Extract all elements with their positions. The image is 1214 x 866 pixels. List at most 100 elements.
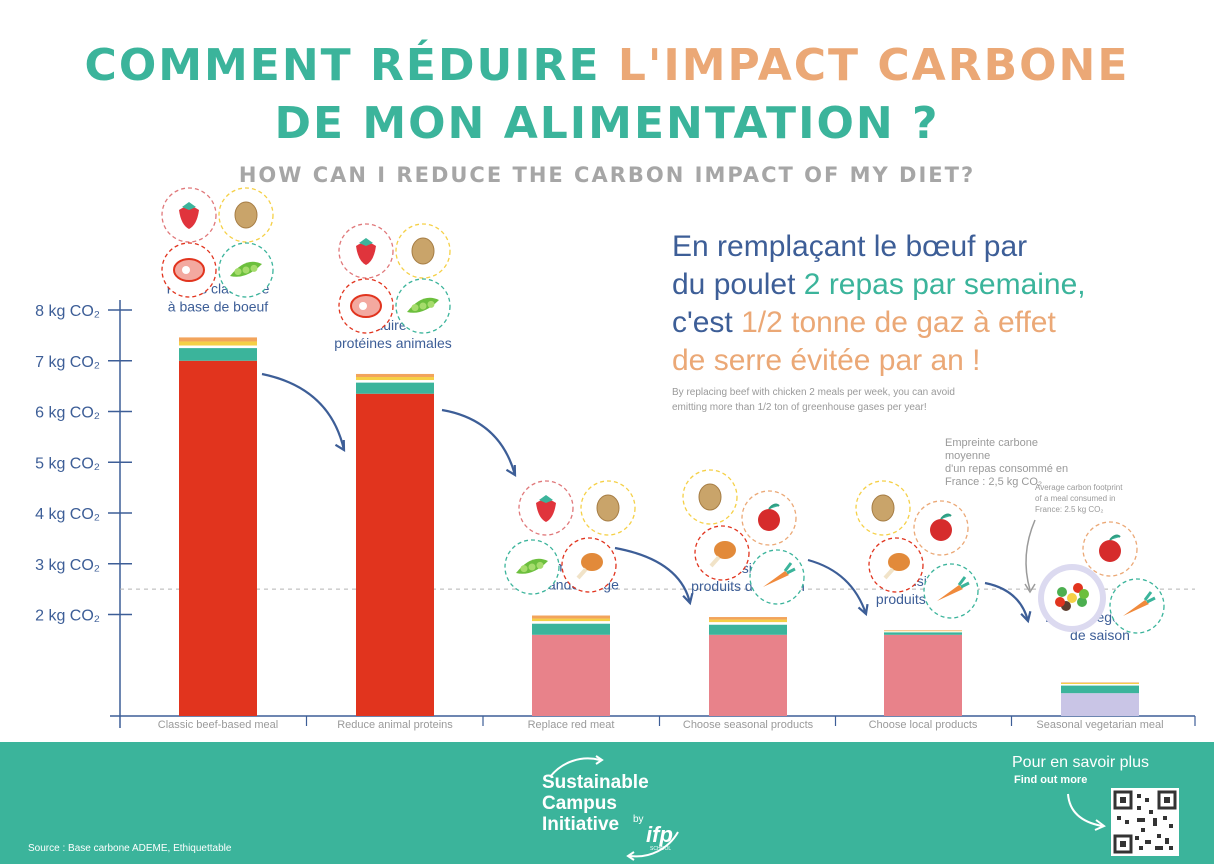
apple-leaf xyxy=(940,513,952,520)
flow-arrow xyxy=(807,558,868,615)
average-note-en-line-3: France: 2.5 kg CO₂ xyxy=(1035,505,1104,514)
salad-ingredient xyxy=(1055,597,1065,607)
bar-segment xyxy=(356,380,434,383)
chicken-leg-icon xyxy=(561,537,617,593)
bar-segment xyxy=(884,634,962,716)
headline-english-line-2: emitting more than 1/2 ton of greenhouse… xyxy=(672,402,927,413)
pea xyxy=(520,565,528,573)
potato-icon xyxy=(855,480,911,536)
logo-by: by xyxy=(633,814,644,825)
bar-label-fr: à base de boeuf xyxy=(168,298,269,314)
pea xyxy=(419,302,427,310)
average-note-fr-line-3: France : 2,5 kg CO₂ xyxy=(945,476,1043,488)
carrot-body xyxy=(1123,600,1149,616)
headline-english: By replacing beef with chicken 2 meals p… xyxy=(672,385,1012,415)
x-tick-label: Classic beef-based meal xyxy=(158,719,278,731)
strawberry-leaves xyxy=(182,202,196,210)
bar-label-fr: protéines animales xyxy=(334,335,452,351)
salad-ingredient xyxy=(1077,597,1087,607)
subtitle: HOW CAN I REDUCE THE CARBON IMPACT OF MY… xyxy=(238,163,976,187)
salad-ingredient xyxy=(1079,589,1089,599)
pea xyxy=(234,268,242,276)
strawberry-leaves xyxy=(539,495,553,503)
chicken-meat xyxy=(581,553,603,571)
carrot-leaves xyxy=(1143,591,1156,604)
bar-segment xyxy=(709,624,787,635)
potato-body xyxy=(234,201,258,229)
apple-leaf xyxy=(768,503,780,510)
peas-icon xyxy=(504,539,560,595)
apple-body xyxy=(758,509,780,531)
headline-part-5: 1/2 tonne de gaz à effet xyxy=(741,306,1056,339)
average-note-pointer-head xyxy=(1024,583,1036,594)
strawberry-body xyxy=(179,206,199,229)
chicken-meat xyxy=(888,553,910,571)
flow-arrow xyxy=(984,581,1030,622)
bar-segment xyxy=(179,341,257,346)
flow-arrowhead xyxy=(505,464,517,477)
y-tick-label: 6 kg CO₂ xyxy=(35,405,100,422)
bar-segment xyxy=(1061,693,1139,716)
flow-arrowhead xyxy=(857,603,869,617)
flow-arrowhead xyxy=(682,593,694,606)
stacked-bar-chart: 2 kg CO₂ 3 kg CO₂ 4 kg CO₂ 5 kg CO₂ 6 kg CO₂… xyxy=(35,187,1196,731)
carrot-body xyxy=(937,585,963,601)
average-note-fr-line-1: Empreinte carbone moyenne xyxy=(945,437,1038,462)
bar-segment xyxy=(709,619,787,623)
steak-bone xyxy=(182,266,190,274)
potato-body xyxy=(596,494,620,522)
chicken-bone xyxy=(883,567,895,580)
sustainable-campus-logo[interactable]: Sustainable Campus Initiative by ifp SCH… xyxy=(520,752,700,862)
learn-more-en: Find out more xyxy=(1014,774,1088,786)
bar-segment xyxy=(179,337,257,342)
logo-line-1: Sustainable xyxy=(542,772,649,793)
average-note-pointer xyxy=(1025,519,1036,591)
y-tick-label: 4 kg CO₂ xyxy=(35,506,100,523)
source-note: Source : Base carbone ADEME, Ethiquettab… xyxy=(28,843,232,854)
bar-segment xyxy=(179,348,257,361)
carrot-icon xyxy=(1109,578,1165,634)
carrot-icon xyxy=(923,563,979,619)
title-part-1: COMMENT RÉDUIRE xyxy=(84,40,601,91)
pea xyxy=(250,264,258,272)
headline-english-line-1: By replacing beef with chicken 2 meals p… xyxy=(672,387,955,398)
peas-icon xyxy=(218,242,274,298)
pea xyxy=(242,266,250,274)
y-tick-label: 3 kg CO₂ xyxy=(35,557,100,574)
bar-segment xyxy=(1061,683,1139,685)
potato-body xyxy=(411,237,435,265)
strawberry-icon xyxy=(338,223,394,279)
bar-segment xyxy=(356,393,434,716)
x-tick-label: Replace red meat xyxy=(528,719,615,731)
carrot-body xyxy=(763,571,789,587)
learn-more-fr: Pour en savoir plus xyxy=(1012,754,1149,771)
logo-school: SCHOOL xyxy=(650,846,672,852)
apple-icon xyxy=(1082,521,1138,577)
logo-text: Sustainable Campus Initiative xyxy=(542,772,649,835)
pea xyxy=(427,300,435,308)
bar-segment xyxy=(709,634,787,716)
x-tick-label: Choose local products xyxy=(869,719,978,731)
steak-icon xyxy=(338,278,394,334)
headline-part-3: 2 repas par semaine, xyxy=(803,268,1086,301)
potato-icon xyxy=(218,187,274,243)
bar-segment xyxy=(532,634,610,716)
bar-segment xyxy=(532,621,610,624)
title-line-2: DE MON ALIMENTATION ? xyxy=(274,98,940,149)
strawberry-icon xyxy=(518,480,574,536)
logo-line-3: Initiative xyxy=(542,814,620,835)
apple-body xyxy=(1099,540,1121,562)
qr-code-icon[interactable] xyxy=(1111,788,1179,856)
bar-segment xyxy=(709,617,787,620)
y-tick-label: 2 kg CO₂ xyxy=(35,608,100,625)
flow-arrowhead xyxy=(1020,611,1032,624)
y-tick-label: 5 kg CO₂ xyxy=(35,455,100,472)
average-note-en-line-1: Average carbon footprint xyxy=(1035,483,1123,492)
bar-segment xyxy=(884,630,962,632)
bar-segment xyxy=(532,615,610,619)
bar-segment xyxy=(179,360,257,716)
pea xyxy=(411,304,419,312)
headline-part-4: c'est xyxy=(672,306,733,339)
footer: Sustainable Campus Initiative by ifp SCH… xyxy=(0,742,1214,864)
potato-body xyxy=(871,494,895,522)
